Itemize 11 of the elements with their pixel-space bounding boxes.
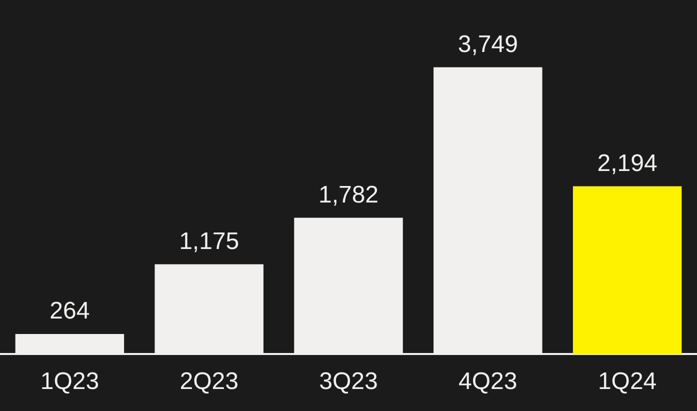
bar [572, 186, 682, 354]
x-tick-label: 1Q23 [40, 368, 100, 396]
data-label: 264 [50, 298, 90, 325]
x-tick-label: 1Q24 [598, 368, 657, 396]
data-label: 1,782 [318, 181, 379, 208]
data-label: 3,749 [458, 30, 518, 58]
x-tick-label: 2Q23 [180, 368, 238, 396]
data-label: 2,194 [597, 150, 658, 177]
x-tick-label: 4Q23 [458, 368, 518, 396]
data-label: 1,175 [179, 228, 240, 255]
x-tick-label: 3Q23 [319, 368, 378, 396]
